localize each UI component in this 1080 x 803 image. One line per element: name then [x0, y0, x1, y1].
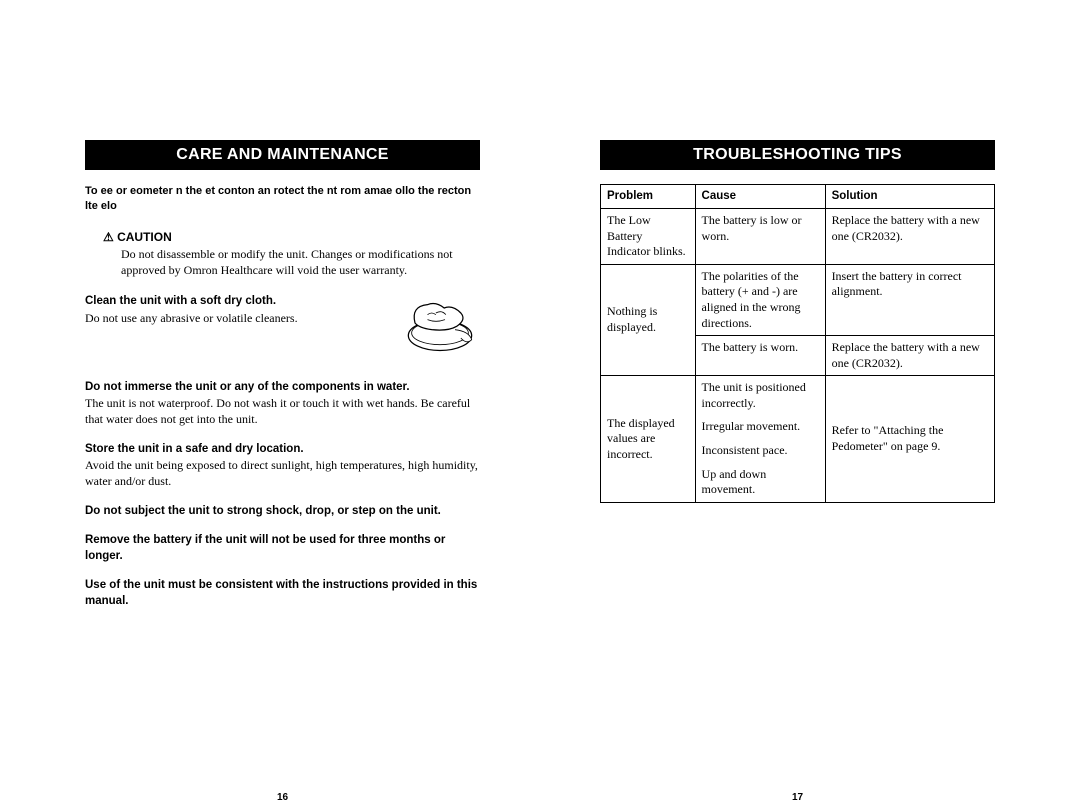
table-row: Nothing is displayed. The polarities of …: [601, 264, 995, 335]
clean-bold: Clean the unit with a soft dry cloth.: [85, 294, 322, 310]
left-page: CARE AND MAINTENANCE To ee or eometer n …: [40, 140, 525, 723]
section-immerse: Do not immerse the unit or any of the co…: [85, 380, 480, 428]
section-shock: Do not subject the unit to strong shock,…: [85, 504, 480, 520]
cell-cause: The polarities of the battery (+ and -) …: [695, 264, 825, 335]
page-number-right: 17: [555, 792, 1040, 803]
col-problem: Problem: [601, 185, 696, 209]
care-intro: To ee or eometer n the et conton an rote…: [85, 184, 480, 214]
section-battery: Remove the battery if the unit will not …: [85, 533, 480, 564]
cell-problem: The displayed values are incorrect.: [601, 376, 696, 503]
caution-body: Do not disassemble or modify the unit. C…: [121, 246, 480, 278]
cell-solution: Refer to "Attaching the Pedometer" on pa…: [825, 376, 994, 503]
left-header: CARE AND MAINTENANCE: [85, 140, 480, 170]
cell-problem: Nothing is displayed.: [601, 264, 696, 376]
immerse-bold: Do not immerse the unit or any of the co…: [85, 380, 480, 396]
cell-cause: Up and down movement.: [695, 463, 825, 503]
cell-solution: Replace the battery with a new one (CR20…: [825, 336, 994, 376]
right-header: TROUBLESHOOTING TIPS: [600, 140, 995, 170]
store-bold: Store the unit in a safe and dry locatio…: [85, 442, 480, 458]
table-header-row: Problem Cause Solution: [601, 185, 995, 209]
col-cause: Cause: [695, 185, 825, 209]
section-clean: Clean the unit with a soft dry cloth. Do…: [85, 294, 480, 326]
cell-cause: Irregular movement.: [695, 415, 825, 439]
clean-body: Do not use any abrasive or volatile clea…: [85, 310, 322, 326]
use-bold: Use of the unit must be consistent with …: [85, 578, 480, 609]
shock-bold: Do not subject the unit to strong shock,…: [85, 504, 480, 520]
cell-cause: The battery is worn.: [695, 336, 825, 376]
cell-solution: Replace the battery with a new one (CR20…: [825, 208, 994, 264]
cell-solution: Insert the battery in correct alignment.: [825, 264, 994, 335]
col-solution: Solution: [825, 185, 994, 209]
cell-cause: The unit is positioned incorrectly.: [695, 376, 825, 416]
immerse-body: The unit is not waterproof. Do not wash …: [85, 395, 480, 427]
caution-label: ⚠ CAUTION: [103, 230, 480, 244]
battery-bold: Remove the battery if the unit will not …: [85, 533, 480, 564]
troubleshooting-table: Problem Cause Solution The Low Battery I…: [600, 184, 995, 503]
cell-cause: Inconsistent pace.: [695, 439, 825, 463]
section-store: Store the unit in a safe and dry locatio…: [85, 442, 480, 490]
table-row: The Low Battery Indicator blinks. The ba…: [601, 208, 995, 264]
store-body: Avoid the unit being exposed to direct s…: [85, 457, 480, 489]
page-number-left: 16: [40, 792, 525, 803]
section-use: Use of the unit must be consistent with …: [85, 578, 480, 609]
cleaning-hand-icon: [390, 288, 490, 358]
cell-problem: The Low Battery Indicator blinks.: [601, 208, 696, 264]
cell-cause: The battery is low or worn.: [695, 208, 825, 264]
table-row: The displayed values are incorrect. The …: [601, 376, 995, 416]
right-page: TROUBLESHOOTING TIPS Problem Cause Solut…: [555, 140, 1040, 723]
